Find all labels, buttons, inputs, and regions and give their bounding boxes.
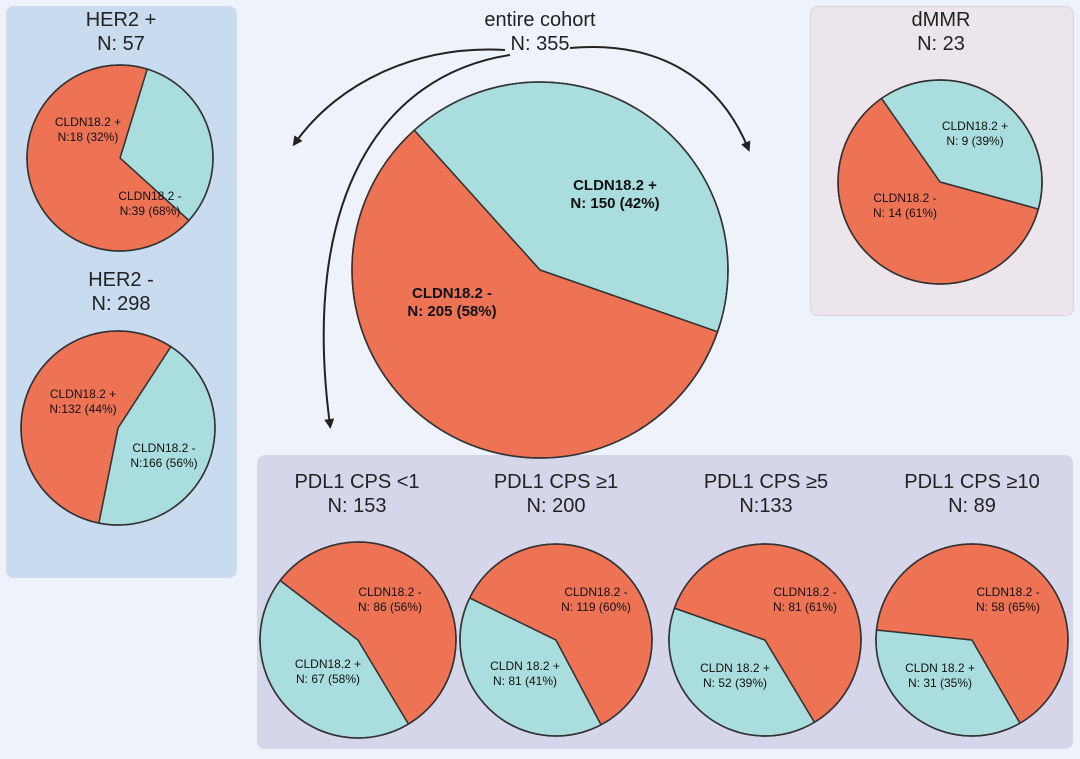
her2pos-label: HER2 + [85, 9, 157, 31]
pie-entire: CLDN18.2 + N: 150 (42%) CLDN18.2 -N: 205 (… [351, 81, 729, 459]
slice-value-label: N: 86 (56%) [358, 600, 422, 614]
pie-border-cps1lt [259, 541, 457, 739]
pie-border-her2pos [26, 64, 214, 252]
slice-category-label: CLDN18.2 - [358, 585, 421, 599]
cps5-count: N:133 [739, 495, 793, 517]
cps1ge-count: N: 200 [526, 495, 586, 517]
label-dmmr-negative: CLDN18.2 -N: 14 (61%) [873, 191, 937, 220]
cps1lt-label: PDL1 CPS <1 [294, 471, 420, 493]
her2pos-title: HER2 + N: 57 [21, 8, 221, 56]
pie-border-cps10 [875, 543, 1069, 737]
her2neg-title: HER2 - N: 298 [21, 268, 221, 316]
her2pos-count: N: 57 [97, 33, 145, 55]
pie-her2neg: CLDN18.2 + N:132 (44%) CLDN18.2 -N:166 (56… [20, 330, 216, 526]
slice-category-label: CLDN18.2 + [942, 119, 1008, 133]
cps5-label: PDL1 CPS ≥5 [703, 471, 829, 493]
entire-cohort-title: entire cohort N: 355 [440, 8, 640, 56]
slice-value-label: N: 52 (39%) [703, 676, 767, 690]
pie-cps1ge: CLDN 18.2 + N: 81 (41%) CLDN18.2 -N: 119 (… [459, 543, 653, 737]
label-dmmr-positive: CLDN18.2 + N: 9 (39%) [942, 119, 1008, 148]
slice-category-label: CLDN18.2 - [976, 585, 1039, 599]
label-cps5-negative: CLDN18.2 -N: 81 (61%) [773, 585, 837, 614]
slice-category-label: CLDN18.2 - [773, 585, 836, 599]
label-cps1ge-negative: CLDN18.2 -N: 119 (60%) [561, 585, 631, 614]
pie-her2pos: CLDN18.2 + N:18 (32%) CLDN18.2 -N:39 (68%) [26, 64, 214, 252]
cps5-title: PDL1 CPS ≥5 N:133 [666, 470, 866, 518]
label-entire-positive: CLDN18.2 + N: 150 (42%) [570, 177, 659, 212]
slice-value-label: N: 67 (58%) [296, 672, 360, 686]
slice-value-label: N:18 (32%) [58, 130, 119, 144]
cps1ge-title: PDL1 CPS ≥1 N: 200 [456, 470, 656, 518]
pie-border-dmmr [837, 79, 1043, 285]
slice-category-label: CLDN 18.2 + [905, 661, 975, 675]
slice-category-label: CLDN18.2 + [55, 115, 121, 129]
slice-value-label: N:166 (56%) [130, 456, 197, 470]
slice-category-label: CLDN18.2 + [295, 657, 361, 671]
pie-cps5: CLDN 18.2 + N: 52 (39%) CLDN18.2 -N: 81 (6… [668, 543, 862, 737]
pie-border-cps5 [668, 543, 862, 737]
cps10-title: PDL1 CPS ≥10 N: 89 [872, 470, 1072, 518]
label-entire-negative: CLDN18.2 -N: 205 (58%) [407, 285, 496, 320]
cps1ge-label: PDL1 CPS ≥1 [493, 471, 619, 493]
pie-dmmr: CLDN18.2 + N: 9 (39%) CLDN18.2 -N: 14 (61%… [837, 79, 1043, 285]
her2neg-label: HER2 - [88, 269, 154, 291]
pie-border-entire [351, 81, 729, 459]
slice-value-label: N:132 (44%) [49, 402, 116, 416]
label-her2pos-positive: CLDN18.2 + N:18 (32%) [55, 115, 121, 144]
slice-value-label: N: 81 (41%) [493, 674, 557, 688]
slice-category-label: CLDN 18.2 + [700, 661, 770, 675]
slice-value-label: N: 31 (35%) [908, 676, 972, 690]
cps1lt-count: N: 153 [327, 495, 387, 517]
label-cps10-negative: CLDN18.2 -N: 58 (65%) [976, 585, 1040, 614]
slice-category-label: CLDN18.2 - [873, 191, 936, 205]
slice-category-label: CLDN18.2 - [132, 441, 195, 455]
pie-border-her2neg [20, 330, 216, 526]
label-her2neg-positive: CLDN18.2 + N:132 (44%) [49, 387, 116, 416]
slice-category-label: CLDN18.2 - [118, 189, 181, 203]
slice-value-label: N: 119 (60%) [561, 600, 631, 614]
dmmr-label: dMMR [911, 9, 971, 31]
label-cps10-positive: CLDN 18.2 + N: 31 (35%) [905, 661, 975, 690]
pie-cps10: CLDN 18.2 + N: 31 (35%) CLDN18.2 -N: 58 (6… [875, 543, 1069, 737]
slice-category-label: CLDN18.2 + [50, 387, 116, 401]
label-cps5-positive: CLDN 18.2 + N: 52 (39%) [700, 661, 770, 690]
slice-value-label: N: 205 (58%) [407, 303, 496, 320]
cps10-count: N: 89 [948, 495, 996, 517]
slice-value-label: N: 58 (65%) [976, 600, 1040, 614]
label-cps1lt-negative: CLDN18.2 -N: 86 (56%) [358, 585, 422, 614]
entire-cohort-label: entire cohort [484, 9, 596, 31]
cps10-label: PDL1 CPS ≥10 [904, 471, 1040, 493]
slice-value-label: N:39 (68%) [120, 204, 181, 218]
pie-cps1lt: CLDN18.2 + N: 67 (58%) CLDN18.2 -N: 86 (56… [259, 541, 457, 739]
her2neg-count: N: 298 [91, 293, 151, 315]
label-cps1ge-positive: CLDN 18.2 + N: 81 (41%) [490, 659, 560, 688]
arrow-to-dmmr [569, 46, 751, 152]
cps1lt-title: PDL1 CPS <1 N: 153 [257, 470, 457, 518]
slice-category-label: CLDN18.2 + [573, 177, 657, 194]
label-her2neg-negative: CLDN18.2 -N:166 (56%) [130, 441, 197, 470]
slice-value-label: N: 9 (39%) [946, 134, 1003, 148]
dmmr-count: N: 23 [917, 33, 965, 55]
slice-category-label: CLDN 18.2 + [490, 659, 560, 673]
label-her2pos-negative: CLDN18.2 -N:39 (68%) [118, 189, 181, 218]
arrow-to-pdl1 [322, 54, 511, 429]
slice-category-label: CLDN18.2 - [412, 285, 492, 302]
arrow-to-her2 [292, 48, 506, 147]
entire-cohort-count: N: 355 [510, 33, 570, 55]
pie-border-cps1ge [459, 543, 653, 737]
label-cps1lt-positive: CLDN18.2 + N: 67 (58%) [295, 657, 361, 686]
slice-category-label: CLDN18.2 - [564, 585, 627, 599]
slice-value-label: N: 81 (61%) [773, 600, 837, 614]
slice-value-label: N: 150 (42%) [570, 195, 659, 212]
dmmr-title: dMMR N: 23 [841, 8, 1041, 56]
slice-value-label: N: 14 (61%) [873, 206, 937, 220]
